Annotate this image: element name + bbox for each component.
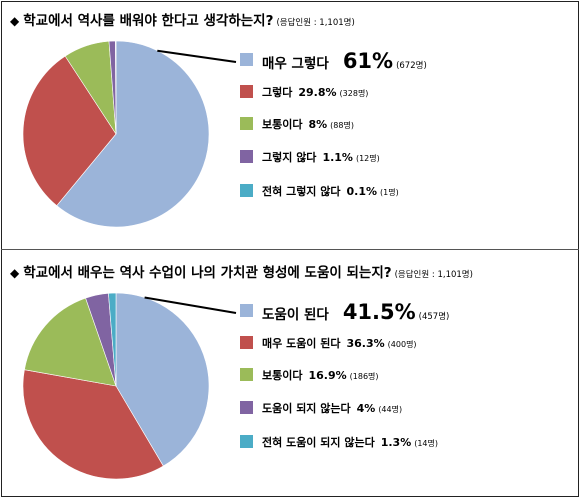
legend-text: 보통이다 16.9% (186명) [262,367,379,383]
leader-line [144,296,237,314]
legend-count: (186명) [349,372,379,381]
legend-label: 전혀 그렇지 않다 [262,185,341,198]
question-title: ◆ 학교에서 배우는 역사 수업이 나의 가치관 형성에 도움이 되는지? (응답인… [10,261,473,281]
legend-swatch [240,401,253,414]
legend-swatch [240,184,253,197]
legend-percent: 61% [342,49,394,73]
pie-slice-2 [22,369,164,480]
legend-count: (1명) [380,188,399,197]
diamond-bullet-icon: ◆ [10,14,20,28]
pie-slice-2 [22,55,117,207]
legend-count: (400명) [387,340,417,349]
legend-percent: 0.1% [346,185,378,198]
question-text: 학교에서 배우는 역사 수업이 나의 가치관 형성에 도움이 되는지? [23,265,392,281]
legend-percent: 36.3% [346,337,385,350]
section-divider [1,249,579,250]
legend-swatch [240,117,253,130]
legend-swatch [240,336,253,349]
chart-panel-2: ◆ 학교에서 배우는 역사 수업이 나의 가치관 형성에 도움이 되는지? (응답인… [0,251,582,499]
respondent-count: (응답인원 : 1,101명) [276,18,355,28]
legend-swatch [240,368,253,381]
legend-text: 그렇지 않다 1.1% (12명) [262,149,380,165]
legend-swatch [240,150,253,163]
diamond-bullet-icon: ◆ [10,266,20,280]
legend-text: 도움이 되지 않는다 4% (44명) [262,400,402,416]
legend-text: 매우 도움이 된다 36.3% (400명) [262,335,417,351]
legend-count: (44명) [378,405,403,414]
legend-swatch [240,435,253,448]
pie-slice-5 [115,40,117,135]
legend-percent: 8% [308,118,328,131]
legend-percent: 4% [356,402,376,415]
legend-count: (328명) [339,89,369,98]
legend-percent: 29.8% [298,86,337,99]
pie-slice-1 [56,40,210,228]
pie-chart-2 [22,292,237,480]
legend-percent: 41.5% [342,300,416,324]
legend-label: 도움이 되지 않는다 [262,402,351,415]
question-text: 학교에서 역사를 배워야 한다고 생각하는지? [23,13,274,29]
legend-label: 보통이다 [262,369,303,382]
legend-label: 그렇지 않다 [262,151,317,164]
legend-count: (672명) [396,61,427,71]
pie-chart-1 [22,40,237,228]
respondent-count: (응답인원 : 1,101명) [394,270,473,280]
legend-text: 매우 그렇다 61% (672명) [262,49,427,73]
legend-text: 그렇다 29.8% (328명) [262,84,368,100]
legend-label: 전혀 도움이 되지 않는다 [262,436,375,449]
legend-percent: 1.1% [322,151,353,164]
legend-percent: 1.3% [380,436,412,449]
legend-label: 매우 그렇다 [262,56,329,72]
legend-label: 매우 도움이 된다 [262,337,341,350]
legend-swatch [240,53,253,66]
legend-text: 전혀 도움이 되지 않는다 1.3% (14명) [262,434,438,450]
legend-text: 도움이 된다 41.5% (457명) [262,300,449,324]
chart-panel-1: ◆ 학교에서 역사를 배워야 한다고 생각하는지? (응답인원 : 1,101명) … [0,0,582,248]
legend-swatch [240,304,253,317]
legend-count: (457명) [418,312,450,322]
legend-count: (88명) [330,121,354,130]
legend-label: 도움이 된다 [262,307,329,323]
leader-line [157,49,237,63]
legend-label: 보통이다 [262,118,303,131]
pie-slice-5 [108,292,117,387]
legend-swatch [240,85,253,98]
legend-count: (14명) [414,439,439,448]
question-title: ◆ 학교에서 역사를 배워야 한다고 생각하는지? (응답인원 : 1,101명) [10,9,355,29]
legend-text: 보통이다 8% (88명) [262,116,354,132]
legend-label: 그렇다 [262,86,293,99]
legend-text: 전혀 그렇지 않다 0.1% (1명) [262,183,399,199]
legend-count: (12명) [355,154,380,163]
legend-percent: 16.9% [308,369,347,382]
